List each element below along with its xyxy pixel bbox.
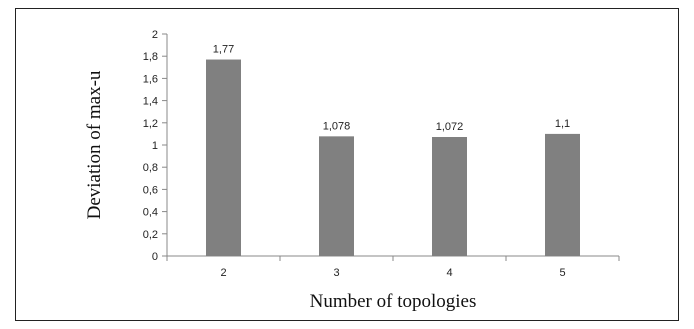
y-tick-label: 0,6 <box>143 184 158 196</box>
y-tick-label: 0,2 <box>143 229 158 241</box>
x-axis-title: Number of topologies <box>310 291 477 312</box>
x-tick-label: 2 <box>220 267 226 279</box>
y-tick-label: 2 <box>152 29 158 41</box>
x-tick-label: 5 <box>559 267 565 279</box>
y-axis-title: Deviation of max-u <box>84 70 105 219</box>
data-label: 1,1 <box>555 118 570 130</box>
x-tick-label: 3 <box>333 267 339 279</box>
y-tick-label: 1,8 <box>143 51 158 63</box>
x-axis: 2 3 4 5 <box>166 255 620 279</box>
y-tick-label: 0,4 <box>143 207 158 219</box>
x-tick-label: 4 <box>446 267 452 279</box>
bar <box>432 137 467 256</box>
y-tick-label: 1,4 <box>143 96 158 108</box>
data-label: 1,078 <box>323 120 351 132</box>
y-tick-label: 1,2 <box>143 118 158 130</box>
bar <box>319 136 354 256</box>
y-tick-label: 1 <box>152 140 158 152</box>
bar <box>545 133 580 256</box>
bars <box>206 59 580 256</box>
data-label: 1,072 <box>436 121 464 133</box>
y-tick-label: 0,8 <box>143 162 158 174</box>
data-labels: 1,77 1,078 1,072 1,1 <box>213 44 570 133</box>
bar <box>206 59 241 256</box>
y-tick-label: 1,6 <box>143 73 158 85</box>
y-axis: 0 0,2 0,4 0,6 0,8 1 1,2 1,4 1,6 1,8 2 <box>143 29 168 263</box>
y-tick-label: 0 <box>152 251 158 263</box>
data-label: 1,77 <box>213 44 234 56</box>
